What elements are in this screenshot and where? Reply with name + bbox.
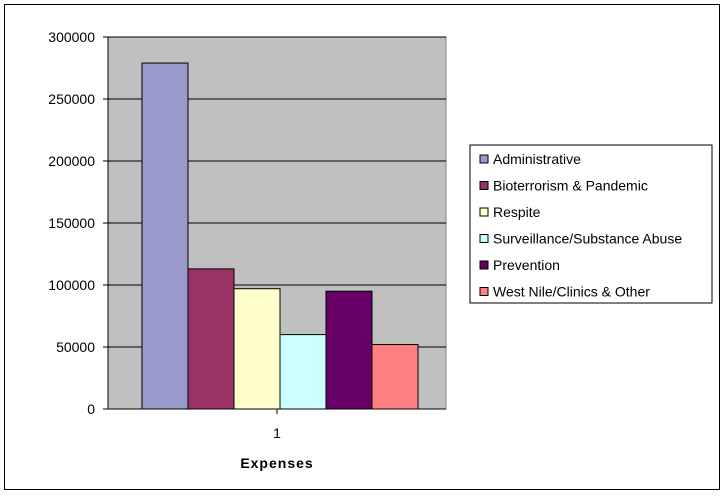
y-tick-label: 250000 <box>48 91 95 107</box>
bar <box>325 290 373 410</box>
bar <box>187 268 235 410</box>
legend-swatch <box>479 207 489 217</box>
x-axis-title: Expenses <box>240 455 313 471</box>
legend-swatch <box>479 287 489 296</box>
legend-box <box>469 144 713 304</box>
y-tick-label: 50000 <box>56 339 95 355</box>
legend-swatch <box>479 154 489 164</box>
legend-label: West Nile/Clinics & Other <box>493 284 650 300</box>
y-tick-label: 150000 <box>48 215 95 231</box>
bar <box>233 288 281 410</box>
legend-swatch <box>479 260 489 270</box>
y-tick-label: 100000 <box>48 277 95 293</box>
y-tick-label: 300000 <box>48 29 95 45</box>
y-tick-label: 200000 <box>48 153 95 169</box>
y-tick-label: 0 <box>87 401 95 417</box>
legend-label: Bioterrorism & Pandemic <box>493 178 648 194</box>
legend-label: Respite <box>493 204 541 220</box>
legend-swatch <box>479 181 489 190</box>
legend-label: Administrative <box>493 151 581 167</box>
legend: Administrative Bioterrorism & Pandemic Res… <box>469 144 713 304</box>
legend-label: Surveillance/Substance Abuse <box>493 231 682 247</box>
bar <box>141 62 189 410</box>
legend-label: Prevention <box>493 257 560 273</box>
bars <box>141 62 419 410</box>
bar <box>371 344 419 410</box>
bar <box>279 334 327 410</box>
y-axis-ticks: 0 50000 100000 150000 200000 250000 300000 <box>48 29 108 417</box>
legend-swatch <box>479 234 489 243</box>
x-tick-label: 1 <box>273 425 281 441</box>
